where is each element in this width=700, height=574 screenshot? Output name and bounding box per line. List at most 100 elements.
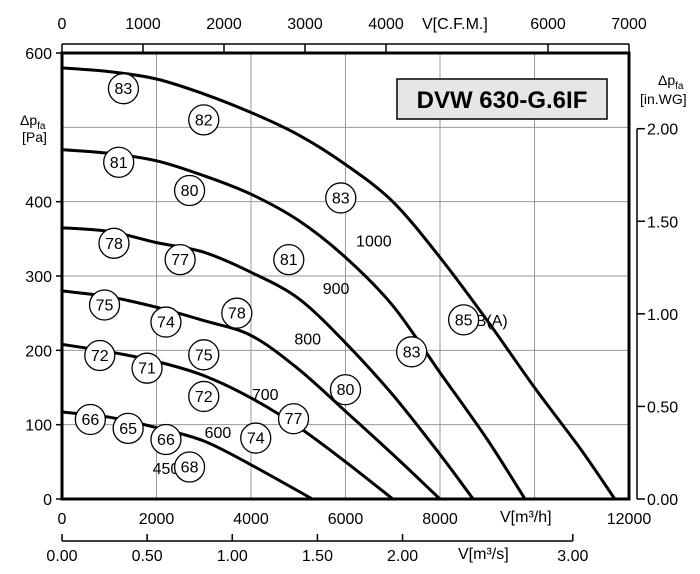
y-left-label: Δpfa [20,112,46,132]
x-top-label: V[C.F.M.] [422,16,488,33]
x-bottom-tick-label: 0 [58,511,67,528]
x-bottom-tick-label: 2000 [139,511,175,528]
sound-level-circle [74,403,106,436]
curve-annotation: 600 [205,425,232,442]
sound-level-marker: 83 [107,73,140,105]
x-bottom2-tick-label: 3.00 [557,548,588,565]
sound-level-value: 78 [228,306,246,323]
curve-annotation: 900 [323,281,350,298]
x-bottom2-tick-label: 0.50 [132,548,163,565]
sound-level-value: 66 [157,432,175,449]
chart-title-text: DVW 630-G.6IF [417,87,588,114]
y-left-tick-label: 300 [25,269,52,286]
x-top-tick-label: 7000 [611,16,647,33]
sound-level-marker: 81 [273,243,305,276]
sound-level-circle [112,412,144,445]
sound-level-marker: 83 [395,336,428,368]
curve-annotation: 1000 [356,233,392,250]
sound-level-circle [188,104,220,136]
sound-level-marker: 72 [84,339,116,372]
sound-level-circle [325,182,357,214]
y-left-tick-label: 100 [25,418,52,435]
x-top-tick-label: 6000 [530,16,566,33]
sound-level-marker: 78 [98,227,130,259]
sound-level-markers: 83 82 83 85 81 80 81 83 78 77 78 80 75 74 75 77 72 71 72 74… [74,73,480,483]
fan-curve-800 [61,226,475,500]
y-left-unit: [Pa] [22,129,47,145]
fan-curve-450 [61,410,314,501]
y-right-tick-label: 1.00 [647,307,678,324]
sound-level-marker: 66 [74,403,106,436]
sound-level-value: 72 [195,389,213,406]
fan-curve-900 [61,148,527,500]
sound-level-value: 81 [110,155,128,172]
y-left-tick-label: 200 [25,343,52,360]
sound-level-marker: 81 [103,146,135,178]
axes: Δpfa [Pa] Δpfa [in.WG] V[C.F.M.] V[m³/h]… [20,16,687,565]
sound-level-marker: 75 [88,289,121,321]
x-bottom-label: V[m³/h] [500,509,552,526]
x-top-tick-label: 2000 [206,16,242,33]
y-right-tick-label: 0.50 [647,399,678,416]
y-left-label-sub: fa [37,121,46,132]
sound-level-value: 65 [119,421,137,438]
y-right-label-sub: fa [675,81,684,92]
sound-level-circle [131,352,163,384]
sound-level-value: 74 [247,431,265,448]
title-box [396,78,608,120]
y-left-tick-label: 600 [25,46,52,63]
sound-level-value: 83 [115,81,133,98]
sound-level-marker: 65 [112,412,144,445]
sound-level-value: 77 [171,252,189,269]
y-left-tick-label: 400 [25,195,52,212]
sound-level-value: 81 [280,252,298,269]
sound-level-circle [188,380,220,413]
curve-annotation: 700 [252,387,279,404]
sound-level-circle [88,289,121,321]
chart-title: DVW 630-G.6IF [396,78,608,120]
sound-level-value: 82 [195,112,213,129]
sound-level-value: 66 [81,412,99,429]
sound-level-circle [447,304,480,336]
sound-level-value: 83 [332,190,350,207]
x-bottom2-tick-label: 1.50 [302,548,333,565]
x-top-tick-label: 1000 [125,16,161,33]
fan-curve-700 [61,289,442,501]
sound-level-marker: 74 [240,422,272,454]
x-top-tick-label: 4000 [368,16,404,33]
sound-level-marker: 80 [173,174,206,207]
sound-level-marker: 75 [188,339,220,371]
x-bottom-tick-label: 6000 [328,511,364,528]
sound-level-marker: 85 [447,304,480,336]
sound-level-circle [164,243,196,276]
x-bottom2-label: V[m³/s] [458,546,509,563]
sound-level-value: 80 [181,183,199,200]
sound-level-marker: 78 [221,297,253,329]
sound-level-value: 72 [91,348,109,365]
sound-level-circle [329,374,362,406]
sound-level-circle [150,423,182,456]
fan-curve-1000 [61,66,617,500]
sound-level-circle [84,339,116,372]
sound-level-value: 75 [195,347,213,364]
x-top-tick-label: 0 [58,16,67,33]
sound-level-marker: 77 [277,403,310,435]
sound-level-circle [150,306,182,338]
sound-level-marker: 68 [173,451,206,483]
sound-level-circle [173,174,206,207]
fan-curve-600 [61,342,394,501]
sound-level-value: 83 [403,344,421,361]
grid-lines [62,53,629,499]
sound-level-value: 85 [455,312,473,329]
sound-level-value: 74 [157,315,175,332]
y-right-tick-label: 2.00 [647,122,678,139]
curve-annotation: 800 [294,331,321,348]
sound-level-value: 77 [285,411,303,428]
sound-level-marker: 66 [150,423,182,456]
sound-level-value: 80 [337,382,355,399]
x-bottom-tick-label: 12000 [607,511,652,528]
sound-level-circle [273,243,305,276]
sound-level-circle [277,403,310,435]
y-right-tick-label: 0.00 [647,492,678,509]
